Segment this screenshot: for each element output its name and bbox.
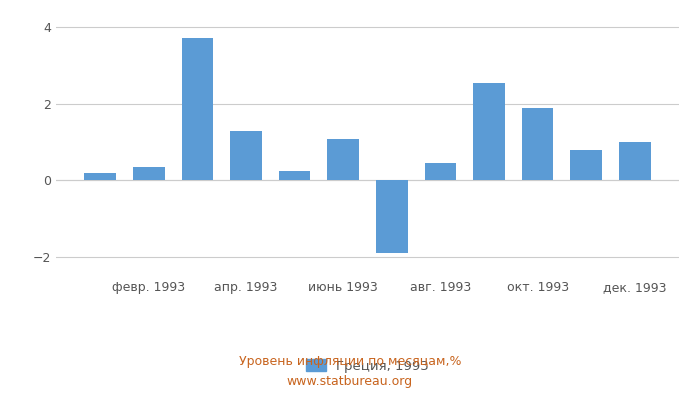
Bar [522, 108, 554, 180]
Bar [473, 83, 505, 180]
Bar [619, 142, 651, 180]
Bar [84, 173, 116, 180]
Bar [230, 131, 262, 180]
Legend: Греция, 1993: Греция, 1993 [306, 360, 429, 373]
Bar [328, 139, 359, 180]
Bar [133, 167, 164, 180]
Bar [425, 163, 456, 180]
Bar [279, 171, 310, 180]
Text: Уровень инфляции по месяцам,%: Уровень инфляции по месяцам,% [239, 356, 461, 368]
Bar [181, 38, 213, 180]
Text: www.statbureau.org: www.statbureau.org [287, 376, 413, 388]
Bar [570, 150, 602, 180]
Bar [376, 180, 407, 253]
